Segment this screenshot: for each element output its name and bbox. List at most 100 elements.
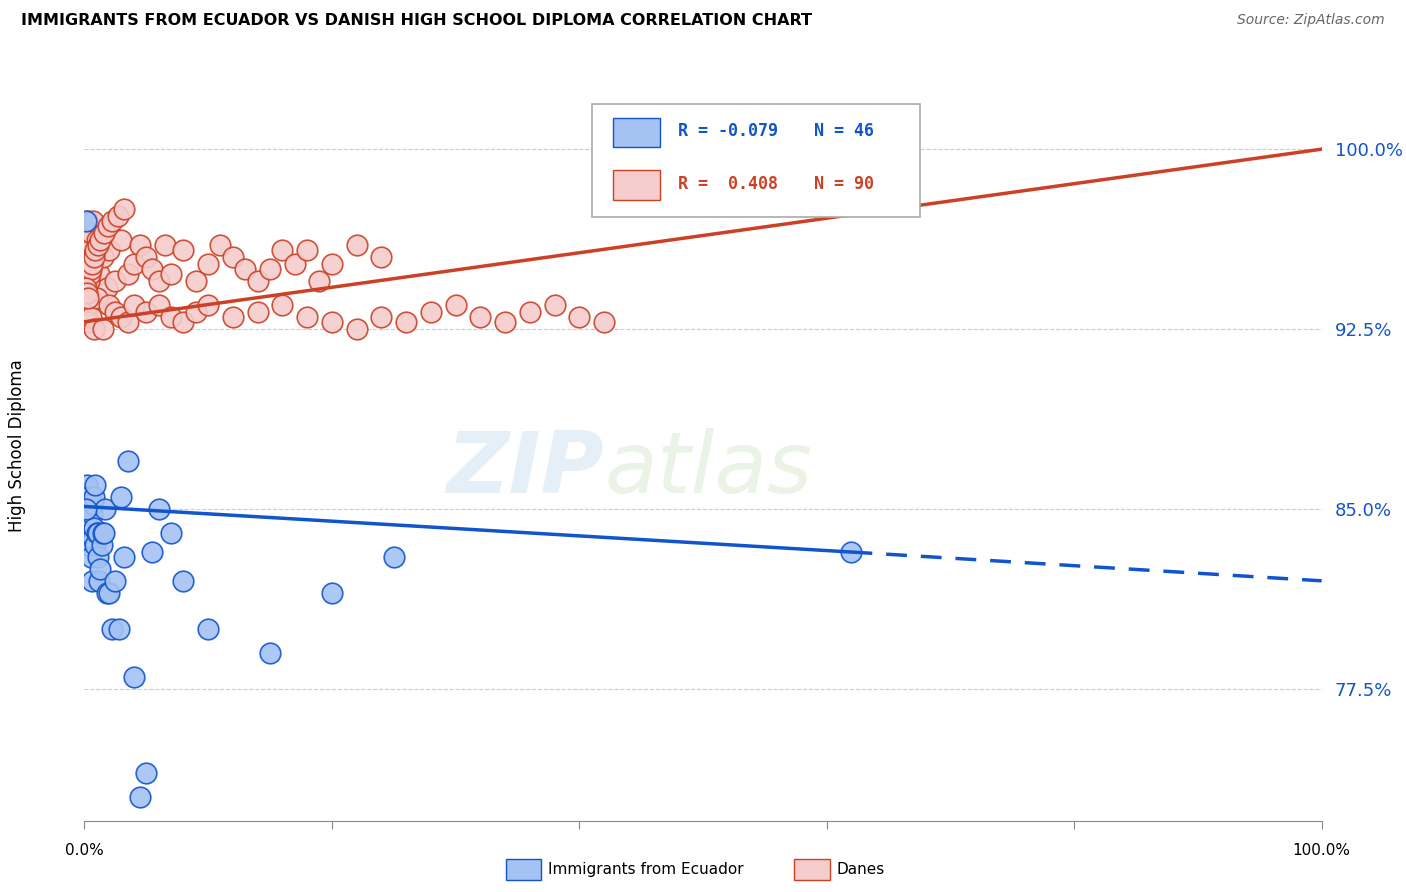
Point [419, 305, 441, 319]
Point [84, 478, 107, 492]
Point [98, 298, 121, 312]
Point [284, 257, 307, 271]
Text: R =  0.408: R = 0.408 [678, 175, 779, 193]
Point [135, 305, 157, 319]
Point [108, 622, 131, 636]
Point [153, 238, 176, 252]
Point [519, 305, 541, 319]
Point [233, 262, 256, 277]
Point [89, 267, 111, 281]
Point [75, 214, 97, 228]
Point [77, 490, 100, 504]
Text: atlas: atlas [605, 428, 813, 511]
Point [271, 243, 294, 257]
Point [79, 243, 101, 257]
Point [141, 262, 163, 277]
Point [80, 262, 103, 277]
Point [321, 257, 343, 271]
Point [444, 298, 467, 312]
Text: N = 46: N = 46 [814, 122, 875, 140]
Point [209, 238, 232, 252]
Point [370, 250, 392, 264]
Point [141, 545, 163, 559]
Point [841, 545, 863, 559]
Point [543, 298, 565, 312]
Point [135, 250, 157, 264]
FancyBboxPatch shape [613, 118, 659, 147]
Point [83, 250, 105, 264]
Point [110, 490, 132, 504]
Point [395, 315, 418, 329]
Text: 0.0%: 0.0% [65, 843, 104, 858]
Point [76, 286, 98, 301]
Point [75, 281, 97, 295]
Point [112, 202, 135, 216]
Point [122, 298, 145, 312]
Point [117, 267, 139, 281]
Point [308, 274, 330, 288]
Point [83, 322, 105, 336]
Point [91, 525, 114, 540]
Point [246, 274, 269, 288]
Point [494, 315, 516, 329]
Point [86, 291, 108, 305]
Point [129, 238, 152, 252]
Point [382, 549, 405, 564]
Point [89, 562, 111, 576]
Point [84, 538, 107, 552]
Point [271, 298, 294, 312]
FancyBboxPatch shape [613, 170, 659, 200]
Point [80, 574, 103, 588]
Point [104, 274, 127, 288]
Point [259, 262, 281, 277]
Point [259, 646, 281, 660]
Point [91, 250, 114, 264]
Point [104, 305, 127, 319]
Point [122, 670, 145, 684]
FancyBboxPatch shape [592, 103, 920, 218]
Point [470, 310, 492, 324]
Point [83, 250, 105, 264]
Point [172, 574, 194, 588]
Point [104, 574, 127, 588]
Point [75, 238, 97, 252]
Text: Source: ZipAtlas.com: Source: ZipAtlas.com [1237, 13, 1385, 28]
Text: Immigrants from Ecuador: Immigrants from Ecuador [548, 863, 744, 877]
Point [79, 226, 101, 240]
Point [197, 622, 219, 636]
Point [96, 281, 118, 295]
Point [148, 274, 170, 288]
Point [76, 298, 98, 312]
Point [76, 514, 98, 528]
Point [117, 315, 139, 329]
Point [79, 501, 101, 516]
Point [568, 310, 591, 324]
Point [79, 267, 101, 281]
Point [346, 238, 368, 252]
Point [148, 501, 170, 516]
Point [172, 315, 194, 329]
Point [370, 310, 392, 324]
Point [77, 538, 100, 552]
Point [98, 586, 121, 600]
Point [346, 322, 368, 336]
Point [593, 315, 616, 329]
Point [75, 286, 97, 301]
Point [97, 219, 120, 233]
Point [117, 454, 139, 468]
Point [89, 233, 111, 247]
Point [75, 501, 97, 516]
Point [107, 209, 129, 223]
Point [80, 507, 103, 521]
Point [172, 243, 194, 257]
Point [295, 310, 318, 324]
Point [83, 243, 105, 257]
Point [76, 226, 98, 240]
Point [122, 257, 145, 271]
Text: 100.0%: 100.0% [1292, 843, 1351, 858]
Point [94, 501, 117, 516]
Point [110, 233, 132, 247]
Point [222, 250, 245, 264]
Point [82, 531, 104, 545]
Point [222, 310, 245, 324]
